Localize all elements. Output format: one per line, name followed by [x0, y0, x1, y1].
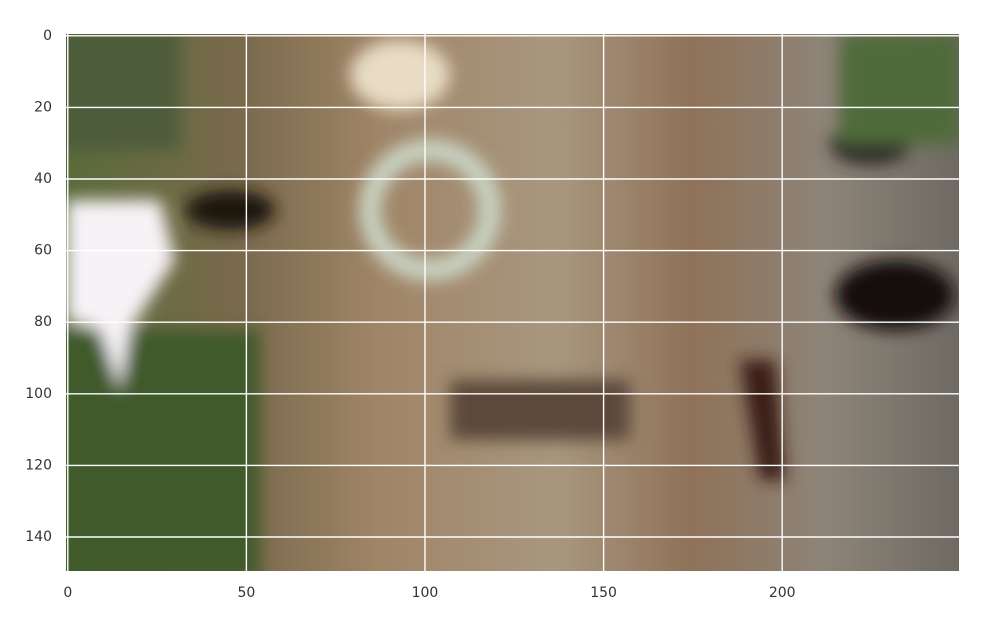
- x-tick-label: 50: [237, 585, 255, 601]
- axes: 0 50 100 150 200 0 20 40 60 80 100 120 140: [25, 28, 959, 601]
- y-tick-label: 120: [25, 457, 52, 473]
- x-tick-label: 200: [769, 585, 796, 601]
- x-tick-label: 0: [63, 585, 72, 601]
- x-tick-label: 100: [412, 585, 439, 601]
- y-tick-label: 60: [34, 243, 52, 259]
- x-tick-label: 150: [590, 585, 617, 601]
- photo: [66, 34, 959, 571]
- y-tick-label: 140: [25, 529, 52, 545]
- y-tick-label: 0: [43, 28, 52, 44]
- y-tick-label: 20: [34, 99, 52, 115]
- y-tick-label: 40: [34, 171, 52, 187]
- y-tick-label: 80: [34, 314, 52, 330]
- y-tick-label: 100: [25, 386, 52, 402]
